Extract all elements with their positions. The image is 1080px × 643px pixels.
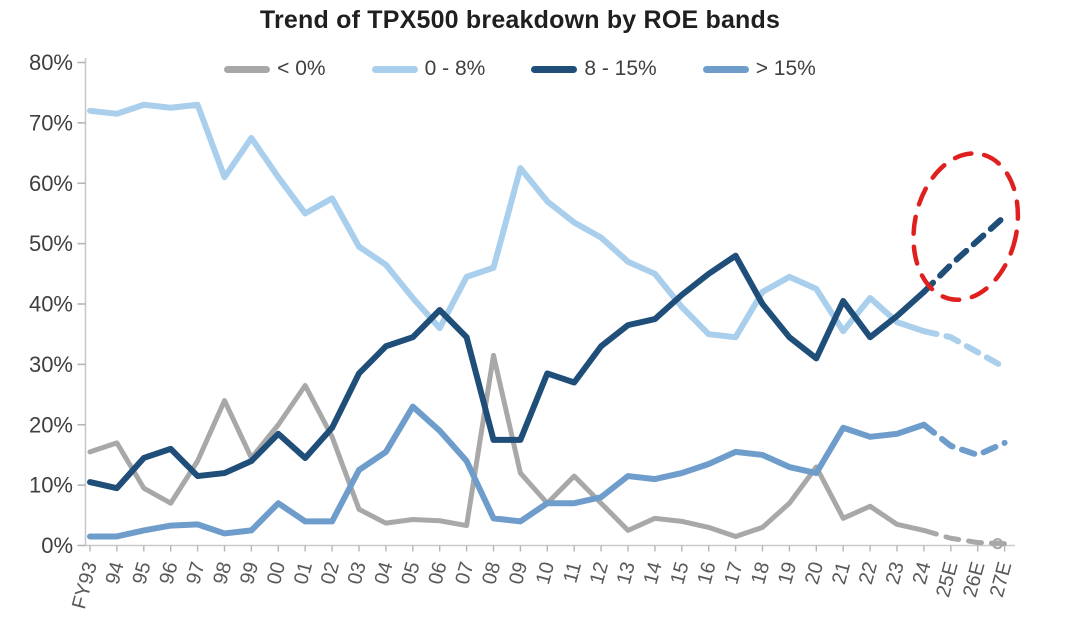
series-forecast-line-0 — [921, 527, 1008, 547]
x-tick-label: 13 — [613, 560, 640, 587]
series-line-1 — [87, 101, 927, 341]
series-line-2 — [87, 252, 927, 492]
x-tick-label: 05 — [398, 560, 425, 587]
legend-item-1: 0 - 8% — [371, 57, 486, 81]
y-tick-label: 0% — [41, 533, 73, 558]
x-tick-label: 97 — [182, 560, 209, 587]
legend-item-2: 8 - 15% — [531, 57, 657, 81]
y-tick-label: 40% — [29, 292, 73, 317]
series-forecast-line-3 — [920, 421, 1008, 458]
series-line-0 — [87, 352, 927, 539]
legend-label-0: < 0% — [277, 57, 326, 80]
x-tick-label: 09 — [505, 560, 532, 587]
y-tick-label: 70% — [29, 110, 73, 135]
forecast-highlight-ellipse — [911, 151, 1021, 303]
x-tick-label: 21 — [828, 560, 855, 587]
legend-label-2: 8 - 15% — [584, 57, 657, 80]
x-tick-label: 17 — [720, 560, 747, 587]
chart-title: Trend of TPX500 breakdown by ROE bands — [259, 6, 781, 34]
x-tick-label: 22 — [855, 560, 882, 587]
legend-label-1: 0 - 8% — [424, 57, 486, 80]
legend-swatch-1 — [371, 65, 418, 73]
series-forecast-line-2 — [920, 213, 1008, 295]
x-tick-label: 15 — [667, 560, 694, 587]
x-tick-label: 16 — [694, 560, 721, 587]
x-tick-label: 11 — [559, 560, 586, 586]
y-tick-label: 50% — [29, 231, 73, 256]
legend-swatch-3 — [702, 65, 749, 73]
gray-series-end-marker — [991, 538, 1004, 550]
x-tick-label: 03 — [344, 560, 371, 587]
legend-swatch-0 — [224, 65, 271, 73]
x-tick-label: 27E — [986, 560, 1016, 600]
x-tick-label: FY93 — [68, 560, 102, 612]
x-tick-label: 95 — [129, 560, 156, 587]
y-tick-label: 30% — [29, 352, 73, 377]
x-tick-label: 14 — [640, 560, 667, 587]
x-tick-label: 10 — [532, 560, 559, 587]
y-tick-label: 10% — [29, 473, 73, 498]
x-tick-label: 18 — [747, 560, 774, 587]
x-tick-label: 26E — [959, 560, 989, 600]
legend-label-3: > 15% — [755, 57, 816, 80]
y-tick-label: 20% — [29, 412, 73, 437]
chart-legend: < 0% 0 - 8% 8 - 15% > 15% — [0, 57, 1040, 81]
x-tick-label: 25E — [932, 560, 962, 600]
x-tick-label: 01 — [290, 560, 317, 587]
x-tick-label: 19 — [774, 560, 801, 587]
x-tick-label: 98 — [209, 560, 236, 587]
legend-item-3: > 15% — [702, 57, 816, 81]
x-tick-label: 96 — [156, 560, 183, 587]
legend-item-0: < 0% — [224, 57, 326, 81]
x-tick-label: 06 — [425, 560, 452, 587]
x-tick-label: 23 — [882, 560, 909, 587]
x-tick-label: 04 — [371, 560, 398, 587]
x-tick-label: 08 — [478, 560, 505, 587]
series-line-3 — [87, 403, 927, 540]
series-forecast-line-1 — [920, 328, 1008, 371]
x-tick-label: 00 — [263, 560, 290, 587]
legend-swatch-2 — [531, 65, 578, 73]
x-tick-label: 99 — [236, 560, 263, 587]
x-tick-label: 07 — [451, 560, 478, 587]
x-tick-label: 12 — [586, 560, 613, 587]
x-tick-label: 20 — [801, 560, 828, 587]
x-tick-label: 24 — [909, 560, 936, 587]
x-tick-label: 94 — [102, 560, 129, 587]
x-tick-label: 02 — [317, 560, 344, 587]
y-tick-label: 80% — [29, 50, 73, 75]
y-tick-label: 60% — [29, 171, 73, 196]
